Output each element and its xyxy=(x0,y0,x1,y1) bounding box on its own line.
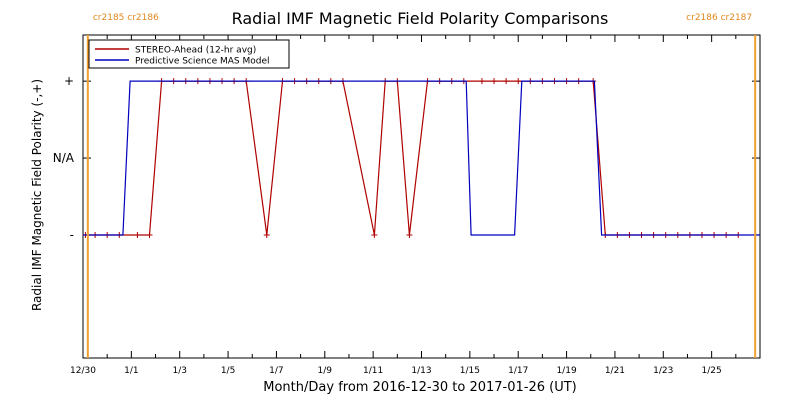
data-point xyxy=(134,231,141,238)
y-tick-label: + xyxy=(64,74,74,88)
x-tick-label: 12/30 xyxy=(70,366,96,376)
x-tick-label: 1/3 xyxy=(172,366,186,376)
legend: STEREO-Ahead (12-hr avg)Predictive Scien… xyxy=(88,39,290,69)
carrington-markers: cr2185 cr2186 cr2186 cr2187 xyxy=(86,13,757,358)
data-point xyxy=(491,78,498,85)
y-tick-label: N/A xyxy=(53,151,75,165)
x-tick-label: 1/23 xyxy=(653,366,673,376)
data-point xyxy=(406,231,413,238)
data-point xyxy=(478,78,485,85)
x-tick-label: 1/25 xyxy=(702,366,722,376)
legend-box xyxy=(88,39,290,69)
x-tick-label: 1/17 xyxy=(508,366,528,376)
carrington-marker-label: cr2186 cr2187 xyxy=(686,13,752,23)
data-point xyxy=(263,231,270,238)
data-point xyxy=(503,78,510,85)
mas-model-line xyxy=(83,80,760,236)
data-point xyxy=(515,78,522,85)
x-tick-label: 1/5 xyxy=(221,366,235,376)
x-tick-label: 1/11 xyxy=(363,366,383,376)
data-point xyxy=(371,231,378,238)
plot-area xyxy=(82,34,761,359)
x-tick-label: 1/7 xyxy=(269,366,283,376)
plot-frame xyxy=(82,34,761,359)
x-axis-label: Month/Day from 2016-12-30 to 2017-01-26 … xyxy=(263,380,576,395)
x-tick-label: 1/13 xyxy=(411,366,431,376)
carrington-marker-label: cr2185 cr2186 xyxy=(93,13,159,23)
y-axis-label: Radial IMF Magnetic Field Polarity (-,+) xyxy=(30,79,44,311)
legend-entry: STEREO-Ahead (12-hr avg) xyxy=(135,46,256,56)
x-tick-label: 1/1 xyxy=(124,366,138,376)
data-point xyxy=(146,231,153,238)
y-tick-label: - xyxy=(70,228,74,242)
stereo-ahead-line xyxy=(85,80,739,236)
x-tick-label: 1/9 xyxy=(318,366,333,376)
axes: 12/30 1/1 1/3 1/5 1/7 1/9 1/11 1/13 1/15 1/17 1/19… xyxy=(53,35,761,376)
series-lines xyxy=(82,78,760,238)
x-tick-label: 1/15 xyxy=(460,366,480,376)
legend-entry: Predictive Science MAS Model xyxy=(135,57,270,67)
x-tick-label: 1/19 xyxy=(556,366,576,376)
x-tick-label: 1/21 xyxy=(605,366,625,376)
chart-title: Radial IMF Magnetic Field Polarity Compa… xyxy=(232,9,609,28)
